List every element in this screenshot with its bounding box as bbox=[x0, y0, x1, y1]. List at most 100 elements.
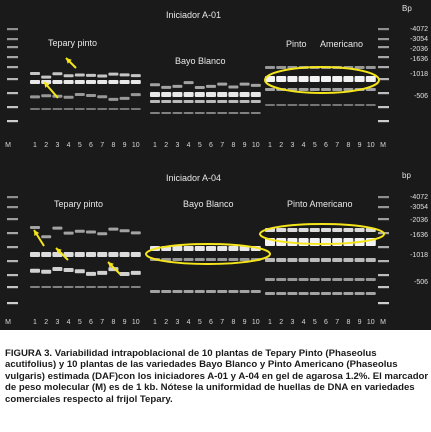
dna-band bbox=[74, 73, 85, 77]
dna-band bbox=[287, 292, 298, 295]
dna-band bbox=[298, 76, 309, 82]
dna-band bbox=[332, 76, 343, 82]
lane-label: 2 bbox=[44, 319, 49, 326]
dna-band bbox=[354, 76, 365, 82]
dna-band bbox=[30, 252, 40, 257]
bp-unit: bp bbox=[402, 171, 411, 180]
lane-label: 3 bbox=[55, 319, 60, 326]
lane-label: 5 bbox=[312, 142, 317, 149]
marker-label: -2036 bbox=[410, 46, 428, 53]
ladder-band bbox=[7, 232, 18, 235]
dna-band bbox=[250, 92, 261, 97]
dna-band bbox=[298, 278, 309, 281]
lane-label: 5 bbox=[77, 319, 82, 326]
gel-a04-bands bbox=[7, 196, 389, 305]
ladder-band bbox=[7, 56, 18, 59]
dna-band bbox=[41, 286, 52, 288]
dna-band bbox=[194, 92, 205, 97]
arrow-head bbox=[108, 262, 114, 268]
ladder-band bbox=[7, 302, 18, 305]
lane-label: 10 bbox=[366, 142, 375, 149]
lane-label: 8 bbox=[111, 142, 116, 149]
dna-band bbox=[130, 80, 141, 84]
dna-band bbox=[228, 290, 239, 293]
dna-band bbox=[130, 286, 141, 288]
dna-band bbox=[86, 80, 96, 84]
lane-label: 8 bbox=[346, 319, 351, 326]
dna-band bbox=[239, 246, 250, 251]
dna-band bbox=[365, 278, 376, 281]
dna-band bbox=[265, 88, 275, 91]
dna-band bbox=[183, 258, 194, 261]
dna-band bbox=[130, 74, 141, 78]
ladder-band bbox=[378, 38, 389, 41]
dna-band bbox=[108, 286, 119, 288]
ladder-band bbox=[378, 28, 389, 31]
dna-band bbox=[287, 104, 298, 106]
dna-band bbox=[194, 100, 205, 103]
dna-band bbox=[30, 286, 40, 288]
dna-band bbox=[41, 75, 52, 79]
dna-band bbox=[239, 258, 250, 261]
dna-band bbox=[97, 270, 108, 275]
primer-title: Iniciador A-04 bbox=[166, 173, 222, 183]
dna-band bbox=[194, 112, 205, 114]
ladder-band bbox=[7, 274, 18, 277]
group-label-tepary: Tepary pinto bbox=[54, 199, 104, 209]
dna-band bbox=[74, 286, 85, 288]
ladder-band bbox=[378, 46, 389, 49]
dna-band bbox=[343, 104, 354, 106]
ladder-band bbox=[378, 246, 389, 249]
lane-label: 5 bbox=[197, 319, 202, 326]
dna-band bbox=[63, 108, 74, 110]
dna-band bbox=[108, 252, 119, 257]
dna-band bbox=[130, 108, 141, 110]
dna-band bbox=[309, 88, 320, 91]
dna-band bbox=[276, 76, 287, 82]
dna-band bbox=[119, 80, 130, 84]
primer-title: Iniciador A-01 bbox=[166, 10, 222, 20]
dna-band bbox=[86, 108, 96, 110]
dna-band bbox=[276, 104, 287, 106]
dna-band bbox=[41, 108, 52, 110]
dna-band bbox=[183, 290, 194, 293]
dna-band bbox=[239, 82, 250, 86]
dna-band bbox=[321, 258, 331, 262]
ladder-band bbox=[7, 46, 18, 49]
group-label-tepary: Tepary pinto bbox=[48, 38, 98, 48]
arrow-head bbox=[34, 230, 40, 236]
dna-band bbox=[63, 267, 74, 272]
dna-band bbox=[130, 231, 141, 235]
dna-band bbox=[276, 66, 287, 69]
ladder-band bbox=[378, 56, 389, 59]
highlight-ellipse bbox=[145, 243, 271, 265]
dna-band bbox=[265, 66, 275, 69]
lane-label: 5 bbox=[312, 319, 317, 326]
arrow-head bbox=[44, 82, 50, 88]
lane-label: 7 bbox=[100, 142, 105, 149]
dna-band bbox=[74, 252, 85, 257]
dna-band bbox=[86, 93, 96, 97]
arrow-head bbox=[66, 58, 72, 64]
lane-label: 7 bbox=[335, 142, 340, 149]
dna-band bbox=[30, 95, 40, 99]
dna-band bbox=[119, 229, 130, 233]
ladder-band bbox=[378, 92, 389, 95]
dna-band bbox=[365, 66, 376, 69]
dna-band bbox=[161, 100, 172, 103]
lane-label: 8 bbox=[346, 142, 351, 149]
dna-band bbox=[239, 112, 250, 114]
dna-band bbox=[86, 286, 96, 288]
dna-band bbox=[63, 95, 74, 99]
dna-band bbox=[30, 80, 40, 84]
dna-band bbox=[108, 72, 119, 76]
dna-band bbox=[52, 80, 63, 84]
dna-band bbox=[276, 258, 287, 262]
dna-band bbox=[172, 84, 183, 88]
dna-band bbox=[161, 92, 172, 97]
ladder-band bbox=[7, 206, 18, 209]
lane-label-m: M bbox=[5, 319, 11, 326]
marker-label: -1636 bbox=[410, 232, 428, 239]
lane-label: 6 bbox=[209, 142, 213, 149]
dna-band bbox=[321, 278, 331, 281]
